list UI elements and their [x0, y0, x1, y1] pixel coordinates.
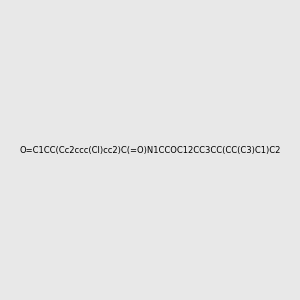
Text: O=C1CC(Cc2ccc(Cl)cc2)C(=O)N1CCOC12CC3CC(CC(C3)C1)C2: O=C1CC(Cc2ccc(Cl)cc2)C(=O)N1CCOC12CC3CC(… [19, 146, 281, 154]
